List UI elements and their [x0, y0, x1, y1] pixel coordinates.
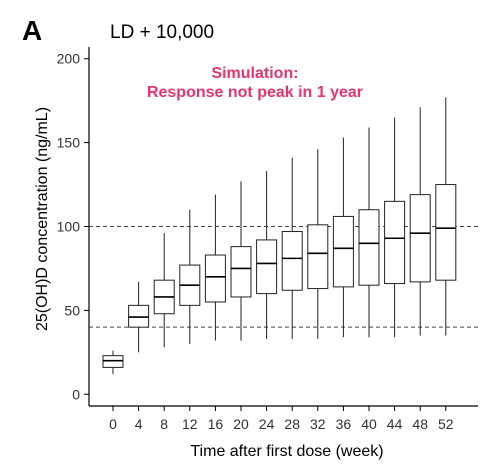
box-week-16: [204, 194, 226, 341]
y-tick-label: 150: [57, 135, 81, 151]
box-week-12: [179, 209, 201, 344]
y-axis-title: 25(OH)D concentration (ng/mL): [34, 107, 51, 331]
chart-title: LD + 10,000: [110, 22, 214, 43]
x-tick-label: 12: [182, 416, 198, 432]
box-week-28: [281, 157, 303, 339]
box-week-44: [384, 117, 406, 338]
box-week-8: [153, 233, 175, 348]
y-tick-label: 200: [57, 51, 81, 67]
boxes-group: [102, 97, 457, 375]
annotation-line-1: Simulation:: [211, 65, 298, 82]
box-week-20: [230, 181, 252, 341]
box-week-4: [128, 281, 150, 353]
x-tick-label: 44: [387, 416, 403, 432]
box-week-48: [409, 107, 431, 336]
x-tick-label: 0: [109, 416, 117, 432]
y-ticks: 0 50 100 150 200: [57, 51, 89, 402]
x-tick-label: 36: [336, 416, 352, 432]
y-tick-label: 100: [57, 219, 81, 235]
y-tick-label: 50: [64, 302, 80, 318]
x-tick-label: 4: [135, 416, 143, 432]
iqr-box: [384, 200, 406, 285]
iqr-box: [281, 231, 303, 291]
x-tick-label: 24: [259, 416, 275, 432]
x-tick-label: 20: [233, 416, 249, 432]
x-tick-label: 16: [208, 416, 224, 432]
box-week-0: [102, 350, 124, 375]
x-tick-label: 8: [160, 416, 168, 432]
box-week-36: [332, 137, 354, 338]
x-tick-label: 32: [310, 416, 326, 432]
iqr-box: [102, 355, 124, 368]
panel-letter: A: [22, 15, 42, 46]
x-tick-label: 48: [412, 416, 428, 432]
iqr-box: [332, 215, 354, 288]
box-week-40: [358, 127, 380, 338]
annotation-line-2: Response not peak in 1 year: [147, 84, 363, 101]
y-tick-label: 0: [72, 386, 80, 402]
iqr-box: [358, 209, 380, 286]
iqr-box: [435, 184, 457, 281]
x-ticks: 0 4 8 12 16 20 24 28 32 36 40 44 48 52: [109, 406, 454, 432]
iqr-box: [230, 246, 252, 298]
x-tick-label: 40: [361, 416, 377, 432]
iqr-box: [128, 304, 150, 328]
x-tick-label: 28: [284, 416, 300, 432]
iqr-box: [256, 239, 278, 295]
iqr-box: [307, 224, 329, 290]
box-week-32: [307, 149, 329, 339]
box-week-52: [435, 97, 457, 336]
box-week-24: [256, 171, 278, 339]
x-tick-label: 52: [438, 416, 454, 432]
iqr-box: [204, 254, 226, 303]
x-axis-title: Time after first dose (week): [190, 443, 383, 460]
iqr-box: [409, 194, 431, 283]
